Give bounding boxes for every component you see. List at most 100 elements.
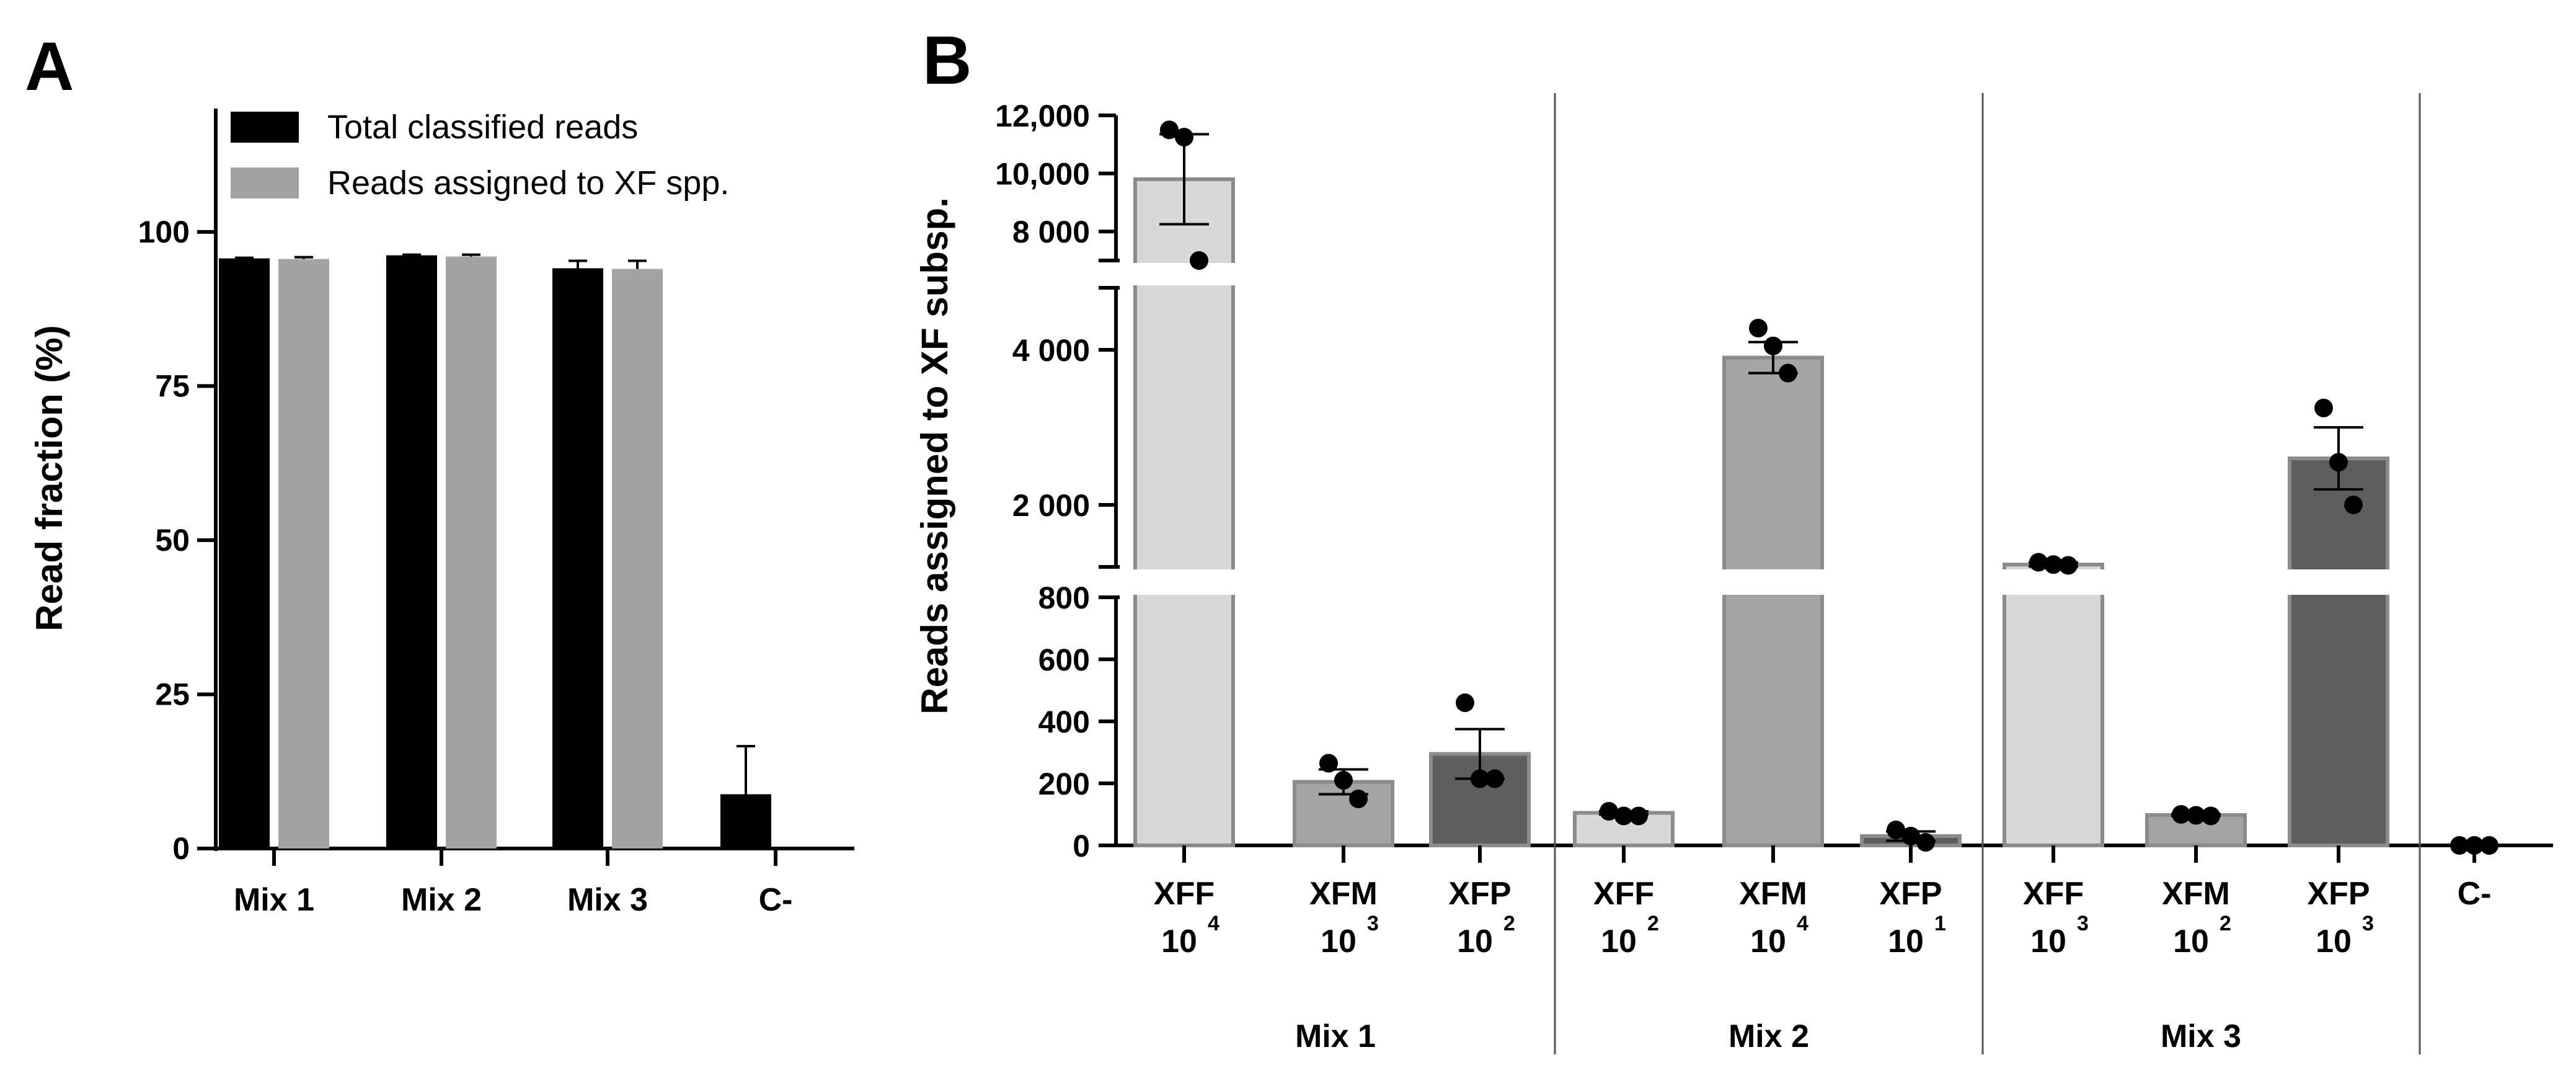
data-point-control-ctrl [2480, 836, 2499, 855]
x-tick-sublabel-mix-1-xff: 10 [1161, 924, 1197, 960]
legend-label-total-classified-reads: Total classified reads [327, 109, 638, 146]
data-point-mix-3-xff [2029, 553, 2048, 572]
data-point-mix-3-xff [2059, 556, 2078, 575]
y-tick-label-2-000: 2 000 [1012, 488, 1090, 523]
y-tick-label-12-000: 12,000 [995, 99, 1090, 133]
bar-break-gap [2286, 569, 2391, 595]
x-tick-label-mix-2: Mix 2 [401, 882, 482, 918]
x-tick-label-mix-1-xfm: XFM [1309, 876, 1378, 912]
x-tick-exponent-mix-1-xfm: 3 [1367, 912, 1379, 935]
bar-total-classified-reads-c [720, 794, 771, 849]
y-tick-label-50: 50 [155, 523, 190, 558]
x-tick-label-mix-3-xfp: XFP [2307, 876, 2370, 912]
y-tick-label-0: 0 [172, 831, 190, 866]
x-tick-label-c: C- [759, 882, 793, 918]
y-tick-label-75: 75 [155, 368, 190, 403]
data-point-mix-1-xfp [1456, 693, 1474, 712]
x-tick-label-mix-1: Mix 1 [234, 882, 314, 918]
y-tick-label-8-000: 8 000 [1012, 215, 1090, 249]
y-tick-label-800: 800 [1038, 581, 1090, 615]
data-point-mix-1-xfm [1349, 790, 1368, 808]
data-point-mix-3-xfp [2314, 398, 2333, 417]
x-tick-sublabel-mix-2-xff: 10 [1601, 924, 1637, 960]
x-tick-exponent-mix-1-xfp: 2 [1503, 912, 1515, 935]
y-tick-label-4-000: 4 000 [1012, 333, 1090, 368]
bar-reads-assigned-to-xf-spp-mix-2 [446, 256, 497, 849]
data-point-mix-3-xfp [2329, 453, 2348, 472]
y-tick-label-0: 0 [1073, 829, 1090, 863]
data-point-mix-1-xfm [1319, 754, 1338, 773]
x-tick-sublabel-mix-2-xfm: 10 [1750, 924, 1786, 960]
data-point-mix-1-xff [1160, 120, 1179, 140]
y-tick-label-400: 400 [1038, 705, 1090, 739]
y-tick-label-200: 200 [1038, 767, 1090, 801]
bar-reads-assigned-to-xf-spp-mix-1 [278, 259, 329, 849]
data-point-mix-1-xff [1190, 251, 1208, 270]
y-tick-label-600: 600 [1038, 643, 1090, 677]
x-tick-sublabel-mix-3-xfm: 10 [2173, 924, 2209, 960]
legend-swatch-total-classified-reads [231, 112, 299, 143]
data-point-mix-2-xfm [1764, 336, 1782, 355]
bar-total-classified-reads-mix-3 [552, 268, 603, 849]
x-tick-sublabel-mix-2-xfp: 10 [1888, 924, 1924, 960]
x-tick-exponent-mix-1-xff: 4 [1208, 912, 1219, 935]
x-tick-sublabel-mix-3-xff: 10 [2030, 924, 2066, 960]
x-tick-exponent-mix-2-xff: 2 [1647, 912, 1659, 935]
data-point-mix-2-xfp [1916, 833, 1935, 852]
x-tick-label-mix-3-xff: XFF [2023, 876, 2084, 912]
bar-mix-3-xfp [2288, 457, 2389, 847]
data-point-mix-3-xfm [2202, 806, 2220, 826]
y-tick-label-10-000: 10,000 [995, 157, 1090, 192]
legend-label-reads-assigned-to-xf-spp: Reads assigned to XF spp. [327, 164, 729, 202]
x-tick-exponent-mix-2-xfm: 4 [1797, 912, 1808, 935]
panel-b-chart: 0 200 400 600 800 2 000 4 000 8 000 10,000 12,000… [914, 93, 2553, 1054]
x-tick-label-mix-2-xff: XFF [1593, 876, 1654, 912]
data-point-mix-2-xfp [1887, 821, 1905, 839]
data-point-mix-3-xfm [2187, 806, 2205, 825]
x-tick-sublabel-mix-1-xfp: 10 [1457, 924, 1493, 960]
x-tick-exponent-mix-3-xfp: 3 [2362, 912, 2374, 935]
bar-break-gap [1131, 263, 1237, 285]
x-tick-label-mix-2-xfm: XFM [1739, 876, 1807, 912]
x-tick-sublabel-mix-1-xfm: 10 [1321, 924, 1357, 960]
bar-break-gap [1720, 569, 1826, 595]
data-point-mix-2-xfm [1779, 363, 1797, 383]
data-point-mix-2-xff [1629, 806, 1648, 826]
y-tick-label-25: 25 [155, 677, 190, 711]
data-point-mix-2-xfp [1901, 827, 1920, 845]
bar-break-gap [1131, 569, 1237, 595]
panel-a-letter: A [25, 29, 74, 105]
bar-total-classified-reads-mix-2 [386, 255, 437, 849]
data-point-mix-1-xfp [1471, 769, 1489, 788]
legend-swatch-reads-assigned-to-xf-spp [231, 167, 299, 198]
x-tick-label-mix-3: Mix 3 [567, 882, 648, 918]
bar-mix-2-xfm [1722, 355, 1824, 847]
y-axis-title: Read fraction (%) [29, 325, 70, 631]
x-tick-label-mix-2-xfp: XFP [1879, 876, 1942, 912]
data-point-mix-2-xff [1614, 806, 1633, 826]
data-point-mix-2-xff [1600, 802, 1618, 821]
data-point-mix-3-xfm [2172, 805, 2190, 824]
group-label-mix-2: Mix 2 [1728, 1018, 1809, 1054]
data-point-mix-1-xfp [1485, 769, 1504, 788]
bar-reads-assigned-to-xf-spp-mix-3 [612, 269, 663, 849]
x-tick-label-mix-1-xfp: XFP [1448, 876, 1511, 912]
data-point-mix-1-xfm [1334, 771, 1353, 790]
data-point-control-ctrl [2450, 836, 2469, 855]
data-point-mix-1-xff [1175, 128, 1193, 147]
data-point-mix-3-xfp [2344, 496, 2363, 514]
group-label-mix-1: Mix 1 [1295, 1018, 1376, 1054]
group-label-mix-3: Mix 3 [2161, 1018, 2241, 1054]
bar-mix-3-xff [2003, 563, 2104, 847]
bar-mix-1-xff [1133, 177, 1235, 848]
x-tick-exponent-mix-2-xfp: 1 [1934, 912, 1946, 935]
data-point-mix-2-xfm [1749, 319, 1768, 337]
bar-total-classified-reads-mix-1 [219, 258, 270, 849]
panel-a-chart: 0 25 50 75 100 Read fraction (%) Mix 1 Mix 2 Mix… [29, 109, 854, 918]
y-axis-title: Reads assigned to XF subsp. [914, 197, 955, 715]
x-tick-exponent-mix-3-xfm: 2 [2220, 912, 2231, 935]
x-tick-label-mix-3-xfm: XFM [2162, 876, 2230, 912]
data-point-mix-3-xff [2044, 555, 2063, 574]
panel-b-letter: B [923, 22, 972, 99]
